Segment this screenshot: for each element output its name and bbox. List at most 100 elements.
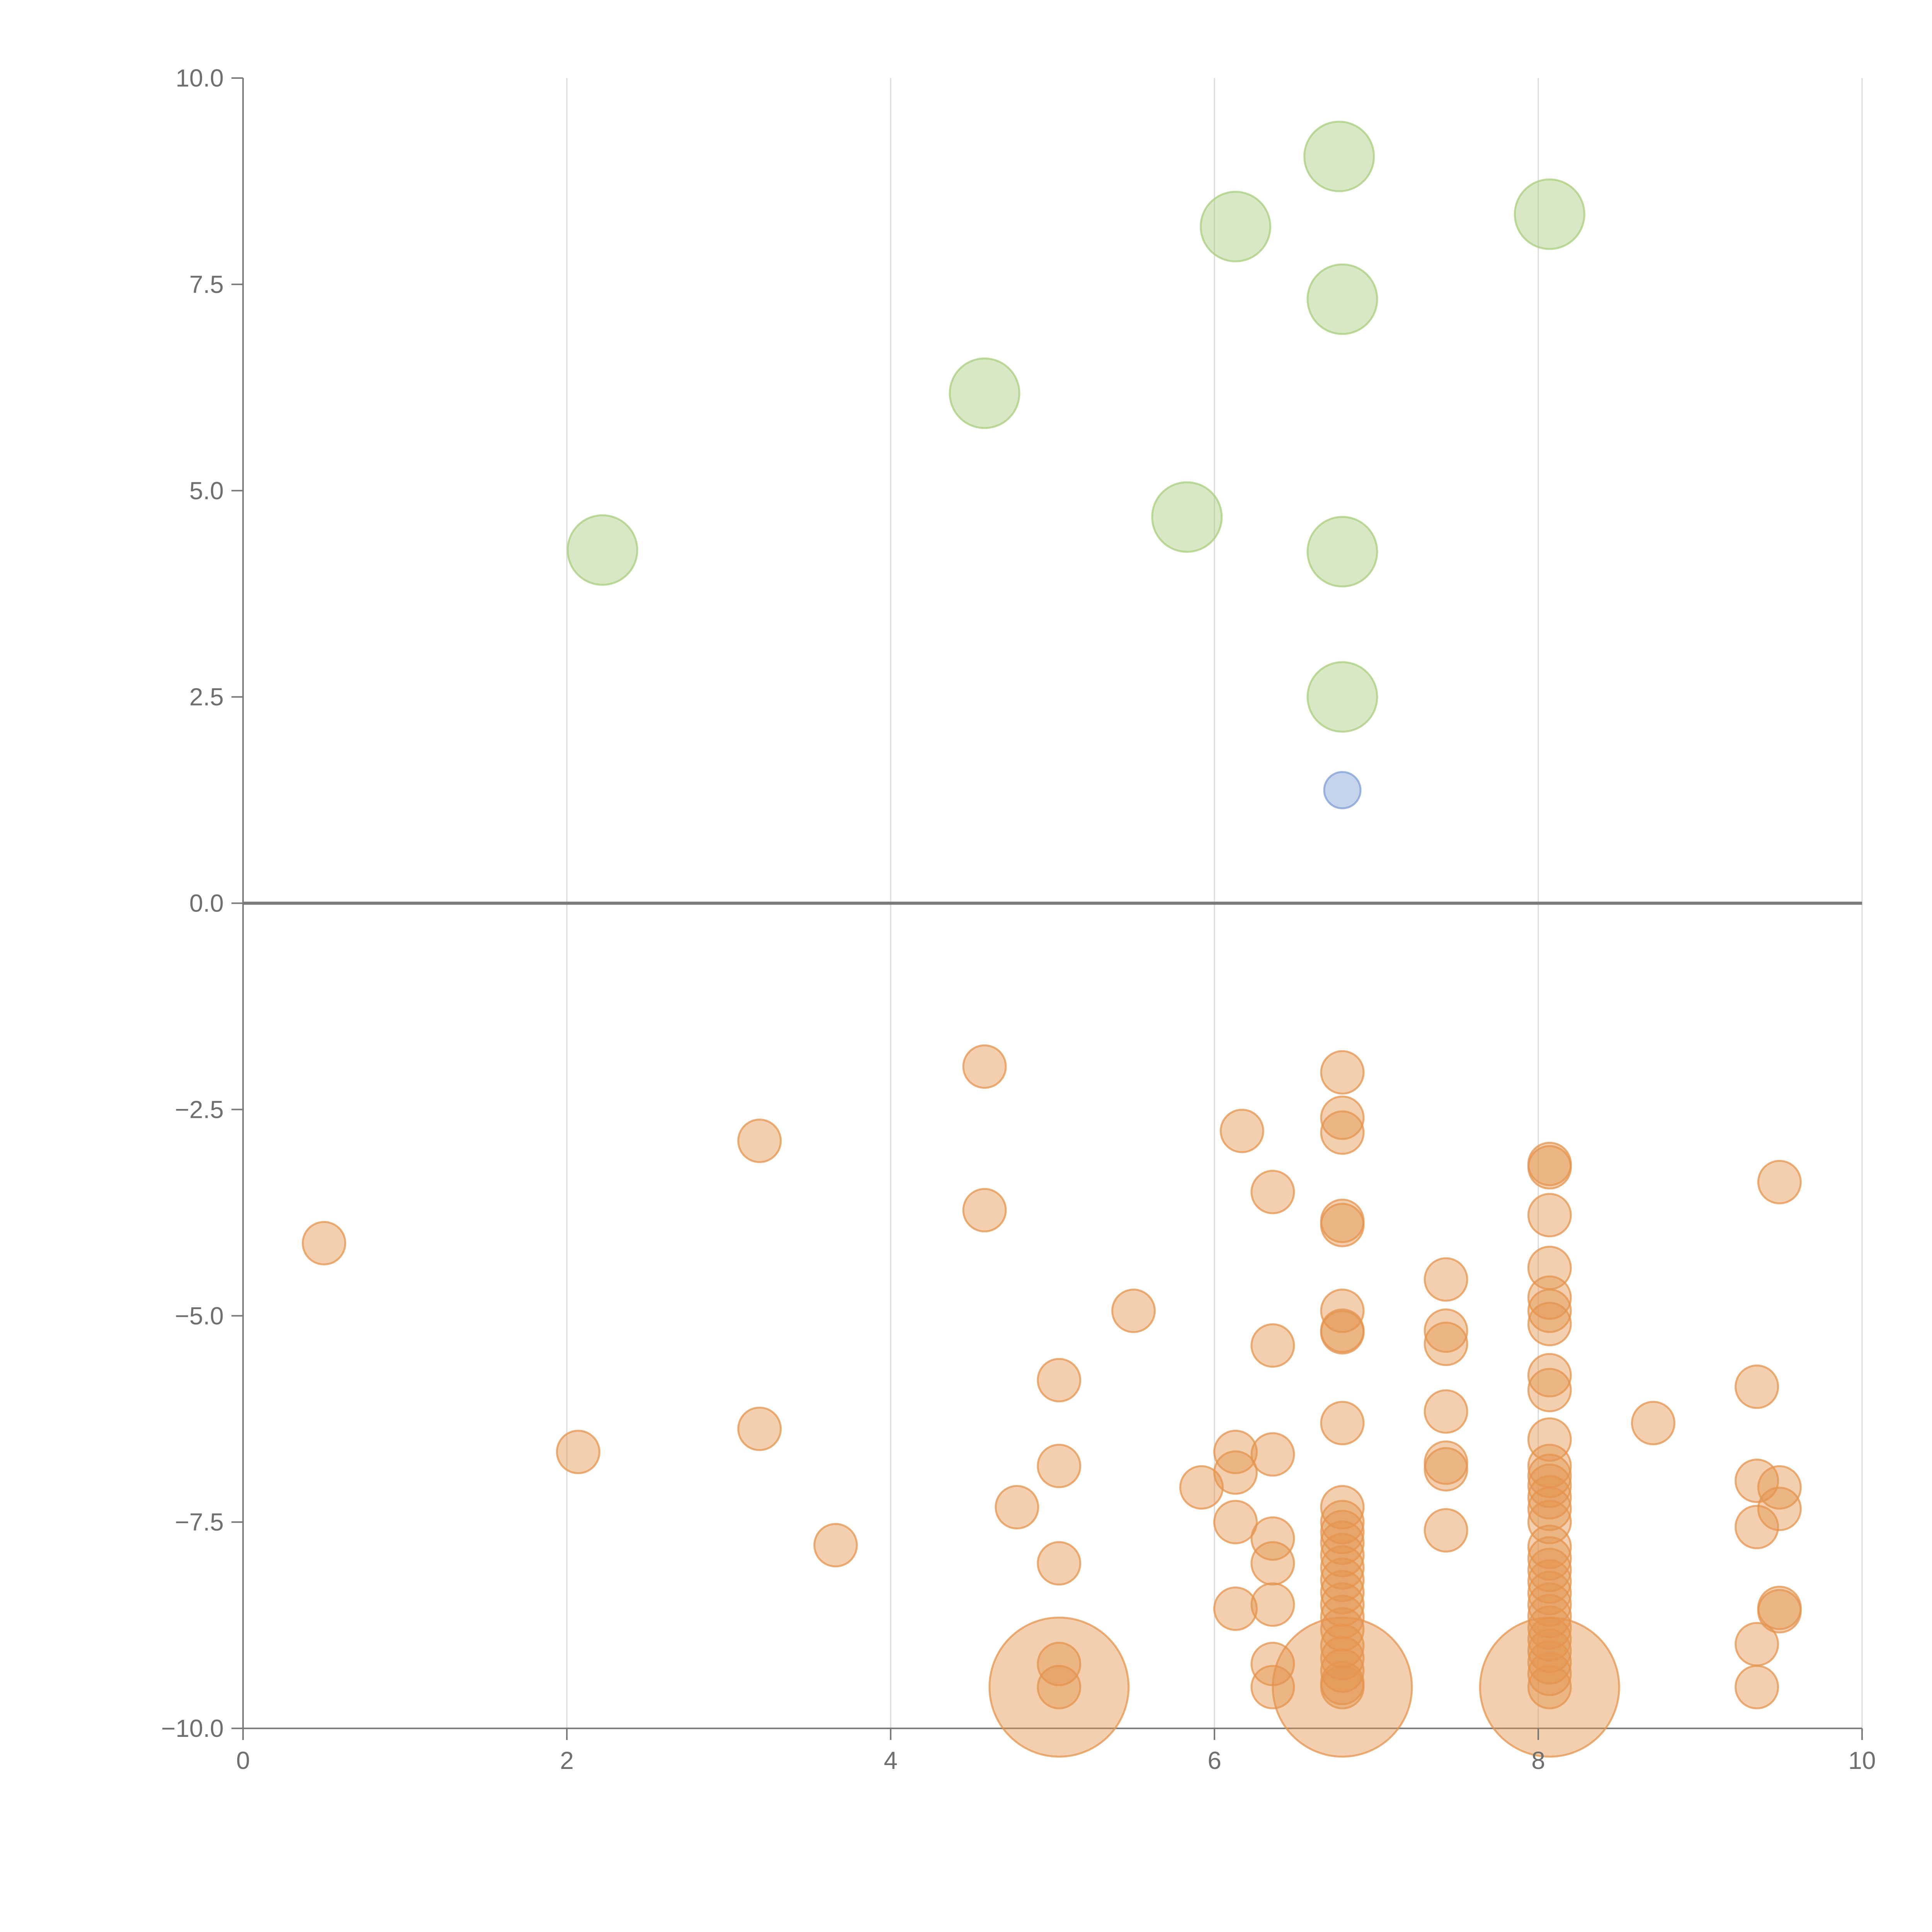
data-point-s2-40 (1320, 1520, 1365, 1565)
data-point-s2-94 (1735, 1665, 1779, 1709)
data-point-s2-97 (1757, 1486, 1802, 1531)
data-point-s2-56 (1423, 1389, 1468, 1434)
data-point-s2-52 (1320, 1665, 1365, 1709)
data-point-s2-85 (1527, 1628, 1572, 1673)
x-tick-label-5: 10 (1848, 1747, 1876, 1774)
data-point-s2-19 (1219, 1109, 1264, 1153)
data-point-s2-61 (1527, 1145, 1572, 1190)
data-point-s3-2 (1479, 1616, 1620, 1758)
data-point-s2-95 (1757, 1160, 1802, 1204)
data-point-s2-99 (1757, 1589, 1802, 1634)
data-point-s2-45 (1320, 1582, 1365, 1627)
data-point-s0-1 (1199, 190, 1271, 262)
data-point-s2-89 (1631, 1401, 1675, 1446)
y-tick-label-3: 2.5 (189, 683, 224, 711)
data-point-s2-90 (1735, 1364, 1779, 1409)
y-tick-label-4: 0.0 (189, 889, 224, 917)
x-tick-label-3: 6 (1208, 1747, 1221, 1774)
data-point-s0-7 (1306, 516, 1378, 588)
data-point-s1-0 (1323, 771, 1362, 810)
data-point-s2-21 (1250, 1323, 1295, 1368)
data-point-s2-53 (1423, 1257, 1468, 1302)
data-point-s2-29 (1320, 1095, 1365, 1140)
data-point-s2-5 (962, 1044, 1007, 1089)
x-tick-label-4: 8 (1531, 1747, 1545, 1774)
data-point-s2-39 (1320, 1510, 1365, 1554)
data-point-s2-13 (1111, 1288, 1156, 1333)
data-point-s2-87 (1527, 1651, 1572, 1696)
data-point-s0-6 (566, 514, 638, 586)
data-point-s2-9 (1037, 1444, 1082, 1488)
data-point-s2-36 (1320, 1401, 1365, 1446)
data-point-s2-65 (1527, 1288, 1572, 1333)
data-point-s2-3 (737, 1406, 782, 1451)
data-point-s2-6 (962, 1188, 1007, 1233)
data-point-s2-0 (302, 1221, 346, 1265)
y-tick-label-8: −10.0 (161, 1714, 224, 1742)
data-point-s2-14 (1179, 1465, 1224, 1510)
data-point-s2-2 (737, 1119, 782, 1163)
data-point-s2-35 (1320, 1310, 1365, 1355)
data-point-s2-73 (1527, 1475, 1572, 1520)
data-point-s2-81 (1527, 1582, 1572, 1627)
data-point-s2-69 (1527, 1417, 1572, 1462)
data-point-s2-43 (1320, 1558, 1365, 1602)
data-point-s2-62 (1527, 1193, 1572, 1238)
data-point-s2-17 (1213, 1500, 1258, 1544)
x-tick-label-0: 0 (236, 1747, 250, 1774)
data-point-s0-8 (1306, 661, 1378, 733)
data-point-s2-12 (1037, 1665, 1082, 1709)
data-point-s2-92 (1735, 1505, 1779, 1549)
y-tick-label-7: −7.5 (175, 1508, 224, 1536)
data-points (302, 121, 1802, 1758)
data-point-s2-68 (1527, 1367, 1572, 1412)
data-point-s0-3 (1306, 263, 1378, 335)
data-point-s2-10 (1037, 1541, 1082, 1586)
data-point-s0-5 (1151, 481, 1223, 553)
x-tick-label-2: 4 (884, 1747, 898, 1774)
data-point-s2-67 (1527, 1353, 1572, 1398)
y-tick-label-2: 5.0 (189, 477, 224, 505)
data-point-s2-7 (995, 1485, 1039, 1530)
y-tick-label-1: 7.5 (189, 270, 224, 298)
data-point-s2-25 (1250, 1582, 1295, 1627)
data-point-s2-18 (1213, 1586, 1258, 1631)
data-point-s2-37 (1320, 1485, 1365, 1530)
y-tick-label-5: −2.5 (175, 1095, 224, 1123)
data-point-s2-77 (1527, 1536, 1572, 1581)
data-point-s2-4 (813, 1523, 858, 1568)
data-point-s2-28 (1320, 1050, 1365, 1095)
data-point-s2-74 (1527, 1486, 1572, 1531)
x-tick-label-1: 2 (560, 1747, 574, 1774)
data-point-s2-8 (1037, 1358, 1082, 1403)
data-point-s3-1 (1272, 1616, 1413, 1758)
data-point-s0-0 (1303, 121, 1375, 192)
data-point-s2-30 (1320, 1110, 1365, 1155)
x-axis-ticks: 0 2 4 6 8 10 (236, 1728, 1876, 1774)
y-tick-label-6: −5.0 (175, 1302, 224, 1330)
data-point-s2-78 (1527, 1548, 1572, 1592)
data-point-s2-50 (1320, 1648, 1365, 1693)
data-point-s2-59 (1423, 1508, 1468, 1553)
data-point-s2-22 (1250, 1432, 1295, 1477)
y-tick-label-0: 10.0 (175, 64, 224, 92)
data-point-s2-58 (1423, 1447, 1468, 1492)
data-point-s2-23 (1250, 1516, 1295, 1561)
data-point-s2-41 (1320, 1533, 1365, 1578)
data-point-s2-1 (556, 1430, 600, 1475)
data-point-s2-83 (1527, 1605, 1572, 1650)
data-point-s2-82 (1527, 1594, 1572, 1639)
data-point-s3-0 (988, 1616, 1130, 1758)
data-point-s2-79 (1527, 1559, 1572, 1604)
data-point-s2-86 (1527, 1640, 1572, 1685)
data-point-s2-24 (1250, 1541, 1295, 1586)
data-point-s0-4 (949, 357, 1020, 429)
data-point-s2-75 (1527, 1500, 1572, 1544)
data-point-s2-16 (1213, 1450, 1258, 1495)
data-point-s2-55 (1423, 1321, 1468, 1366)
data-point-s2-66 (1527, 1302, 1572, 1347)
data-point-s2-54 (1423, 1308, 1468, 1353)
data-point-s2-72 (1527, 1463, 1572, 1508)
data-point-s2-48 (1320, 1623, 1365, 1668)
